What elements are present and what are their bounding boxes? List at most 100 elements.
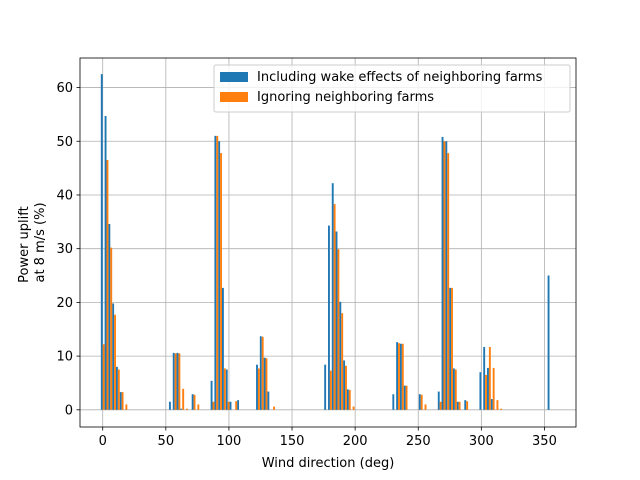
y-axis-label: Power uplift at 8 m/s (%) xyxy=(17,202,48,283)
bar-series-1 xyxy=(420,394,423,410)
bar-series-0 xyxy=(191,394,194,410)
legend-box xyxy=(213,64,571,113)
bar-series-1 xyxy=(337,249,340,410)
bar-series-1 xyxy=(223,368,226,410)
bar-series-0 xyxy=(403,385,406,410)
bar-series-0 xyxy=(437,391,440,410)
bar-series-0 xyxy=(229,401,232,410)
ticks: 0 50 100 150 200 250 300 350 0 10 20 30 40 50 60 xyxy=(56,81,556,449)
bar-series-1 xyxy=(485,374,488,410)
bar-series-1 xyxy=(345,365,347,410)
bar-series-1 xyxy=(447,153,450,410)
bar-series-1 xyxy=(220,153,222,410)
bars xyxy=(100,74,550,410)
bar-series-0 xyxy=(108,223,111,410)
bar-series-1 xyxy=(439,401,442,410)
bar-series-0 xyxy=(487,367,489,410)
bar-series-1 xyxy=(182,388,185,410)
bar-series-1 xyxy=(193,394,196,410)
bar-series-1 xyxy=(352,406,355,410)
bar-series-1 xyxy=(454,369,457,410)
bar-series-1 xyxy=(405,385,408,410)
bar-series-0 xyxy=(112,303,115,410)
bar-series-0 xyxy=(452,368,455,410)
bar-series-1 xyxy=(273,406,275,410)
bar-series-1 xyxy=(341,313,344,410)
bar-series-1 xyxy=(117,369,120,410)
bar-series-1 xyxy=(348,389,351,410)
y-tick-label: 60 xyxy=(56,81,73,96)
bar-series-0 xyxy=(547,275,550,410)
bar-series-1 xyxy=(174,353,177,410)
bar-series-1 xyxy=(333,204,336,410)
bar-series-1 xyxy=(261,336,264,410)
bar-series-0 xyxy=(456,401,459,410)
bar-series-0 xyxy=(237,400,240,410)
bar-series-1 xyxy=(227,401,230,410)
x-tick-label: 100 xyxy=(217,434,242,449)
bar-series-1 xyxy=(212,401,215,410)
bar-series-1 xyxy=(178,353,181,410)
bar-series-0 xyxy=(324,364,327,410)
bar-series-1 xyxy=(329,370,332,410)
bar-series-1 xyxy=(451,287,453,410)
bar-series-0 xyxy=(479,372,482,410)
bar-series-0 xyxy=(210,380,213,410)
bar-series-0 xyxy=(214,135,217,410)
bar-series-1 xyxy=(110,247,113,410)
bar-series-0 xyxy=(441,136,444,410)
bar-series-0 xyxy=(267,391,270,410)
bar-series-0 xyxy=(418,394,421,410)
y-tick-label: 0 xyxy=(65,403,73,418)
bar-series-0 xyxy=(396,342,399,410)
bar-series-0 xyxy=(180,408,183,410)
bar-series-0 xyxy=(343,360,346,410)
bar-series-1 xyxy=(186,408,188,410)
x-tick-label: 300 xyxy=(469,434,494,449)
bar-series-0 xyxy=(225,369,228,410)
bar-series-1 xyxy=(424,404,427,410)
bar-series-1 xyxy=(492,367,495,410)
bar-series-1 xyxy=(401,343,404,410)
bar-series-1 xyxy=(443,141,446,410)
bar-series-1 xyxy=(106,160,109,410)
bar-series-0 xyxy=(263,357,266,410)
bar-series-1 xyxy=(114,314,116,410)
bar-series-1 xyxy=(235,401,238,410)
bar-series-1 xyxy=(125,404,128,410)
x-axis-label: Wind direction (deg) xyxy=(262,456,395,471)
bar-series-0 xyxy=(104,116,107,410)
bar-series-1 xyxy=(488,346,491,410)
bar-series-0 xyxy=(483,346,486,410)
bar-series-0 xyxy=(256,364,258,410)
x-tick-label: 50 xyxy=(158,434,175,449)
bar-series-0 xyxy=(168,401,171,410)
y-tick-label: 30 xyxy=(56,242,73,257)
x-tick-label: 150 xyxy=(280,434,305,449)
bar-series-0 xyxy=(335,231,338,410)
y-tick-label: 10 xyxy=(56,350,73,365)
x-tick-label: 250 xyxy=(406,434,431,449)
bar-series-0 xyxy=(331,183,334,410)
y-tick-label: 40 xyxy=(56,188,73,203)
bar-series-0 xyxy=(172,352,175,410)
y-tick-label: 50 xyxy=(56,135,73,150)
bar-series-1 xyxy=(257,368,260,410)
bar-series-0 xyxy=(392,394,395,410)
bar-series-0 xyxy=(346,389,349,410)
legend: Including wake effects of neighboring fa… xyxy=(213,64,571,113)
bar-series-1 xyxy=(216,135,219,410)
bar-series-0 xyxy=(218,141,221,410)
bar-series-0 xyxy=(490,399,493,410)
x-tick-label: 200 xyxy=(343,434,368,449)
bar-series-0 xyxy=(119,392,122,410)
bar-series-0 xyxy=(100,74,103,410)
x-tick-label: 0 xyxy=(99,434,107,449)
legend-label-ignoring-neighbors: Ignoring neighboring farms xyxy=(257,90,434,105)
bar-series-1 xyxy=(121,392,124,410)
legend-label-including-wake: Including wake effects of neighboring fa… xyxy=(257,70,543,85)
bar-series-1 xyxy=(466,401,469,410)
bar-series-1 xyxy=(265,358,268,410)
y-tick-label: 20 xyxy=(56,296,73,311)
